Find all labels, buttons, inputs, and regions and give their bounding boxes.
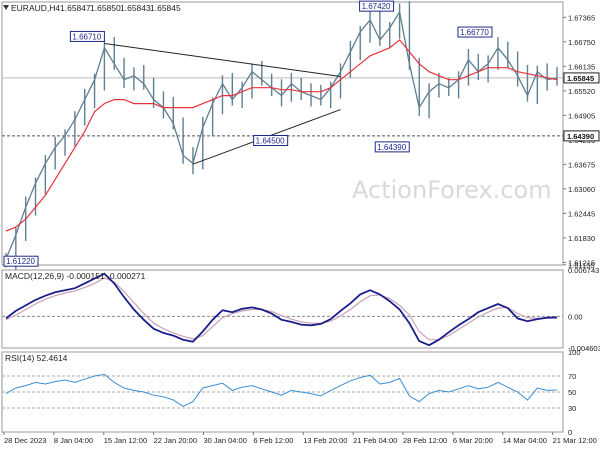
- price-annotations: 1.66710 1.64500 1.67420 1.64390 1.66770 1.612…: [3, 0, 493, 267]
- rsi-panel-label: RSI(14) 52.4614: [5, 353, 68, 363]
- price-tick-label: 1.67365: [568, 13, 595, 22]
- rsi-tick-label: 50: [568, 388, 576, 397]
- price-panel-frame: [1, 1, 564, 266]
- annotation-label: 1.66710: [72, 32, 101, 41]
- macd-panel-frame: [1, 269, 564, 349]
- price-tick-label: 1.65520: [568, 87, 595, 96]
- rsi-tick-label: 100: [568, 348, 581, 357]
- price-tick-label: 1.63675: [568, 160, 595, 169]
- symbol-label: EURAUD,H4: [11, 3, 60, 13]
- ohlc-open: 1.65847: [60, 3, 91, 13]
- price-tick-label: 1.63060: [568, 185, 595, 194]
- annotation-box: [3, 255, 39, 267]
- annotation-label: 1.64500: [256, 137, 285, 146]
- annotation-box: [457, 26, 493, 38]
- current-price-box: [563, 72, 600, 84]
- annotation-label: 1.64390: [377, 143, 406, 152]
- time-tick-label: 6 Mar 20:00: [453, 436, 493, 445]
- annotation-box: [69, 30, 105, 42]
- macd-signal-line: [5, 277, 558, 341]
- macd-panel-label: MACD(12,26,9) -0.000151 -0.000271: [5, 271, 146, 281]
- macd-line: [5, 272, 558, 347]
- price-series-layer: [5, 1, 558, 270]
- time-tick-label: 13 Feb 20:00: [303, 436, 347, 445]
- time-tick-label: 22 Jan 20:00: [154, 436, 197, 445]
- annotation-label: 1.67420: [362, 2, 391, 11]
- support-price-label: 1.64390: [567, 132, 594, 141]
- price-close-line: [5, 10, 558, 260]
- current-price-label: 1.65845: [567, 74, 594, 83]
- time-tick-label: 15 Jan 12:00: [104, 436, 147, 445]
- price-tick-label: 1.61155: [568, 261, 595, 270]
- rsi-tick-label: 30: [568, 404, 576, 413]
- rsi-layer: [2, 373, 563, 409]
- time-tick-label: 8 Jan 04:00: [54, 436, 93, 445]
- support-price-box: [563, 130, 600, 142]
- annotation-box: [359, 0, 395, 12]
- annotation-label: 1.66770: [460, 28, 489, 37]
- annotation-box: [253, 135, 289, 147]
- rsi-tick-label: 0: [568, 428, 572, 437]
- rsi-tick-label: 70: [568, 372, 576, 381]
- rsi-line: [5, 373, 558, 407]
- price-tick-label: 1.66750: [568, 38, 595, 47]
- time-tick-label: 14 Mar 04:00: [503, 436, 547, 445]
- reference-lines: [2, 77, 563, 137]
- time-tick-label: 21 Mar 12:00: [553, 436, 597, 445]
- macd-tick-label: 0.00: [568, 312, 583, 321]
- moving-average-line: [5, 39, 558, 232]
- annotation-box: [374, 141, 410, 153]
- macd-tick-label: -0.004603: [568, 344, 600, 353]
- time-tick-label: 28 Feb 12:00: [403, 436, 447, 445]
- chart-header: EURAUD,H4 1.65847 1.65850 1.65843 1.6584…: [3, 3, 181, 13]
- ohlc-low: 1.65843: [120, 3, 151, 13]
- time-tick-label: 30 Jan 04:00: [204, 436, 247, 445]
- time-tick-label: 21 Feb 04:00: [353, 436, 397, 445]
- macd-tick-label: 0.006743: [568, 266, 599, 275]
- watermark: ActionForex.com: [352, 176, 552, 204]
- macd-layer: [2, 272, 563, 347]
- price-tick-label: 1.61830: [568, 234, 595, 243]
- time-tick-label: 6 Feb 12:00: [253, 436, 293, 445]
- annotation-label: 1.61220: [6, 257, 35, 266]
- header-triangle-icon: [3, 5, 9, 10]
- ohlc-close: 1.65845: [150, 3, 181, 13]
- price-tick-label: 1.66135: [568, 62, 595, 71]
- axis-labels: 1.673651.667501.661351.655201.649051.642…: [3, 13, 600, 445]
- price-tick-label: 1.62445: [568, 209, 595, 218]
- upper-trendline: [104, 42, 341, 78]
- ohlc-high: 1.65850: [90, 3, 121, 13]
- time-tick-label: 28 Dec 2023: [4, 436, 47, 445]
- price-tick-label: 1.61215: [568, 258, 595, 267]
- price-tick-label: 1.64905: [568, 111, 595, 120]
